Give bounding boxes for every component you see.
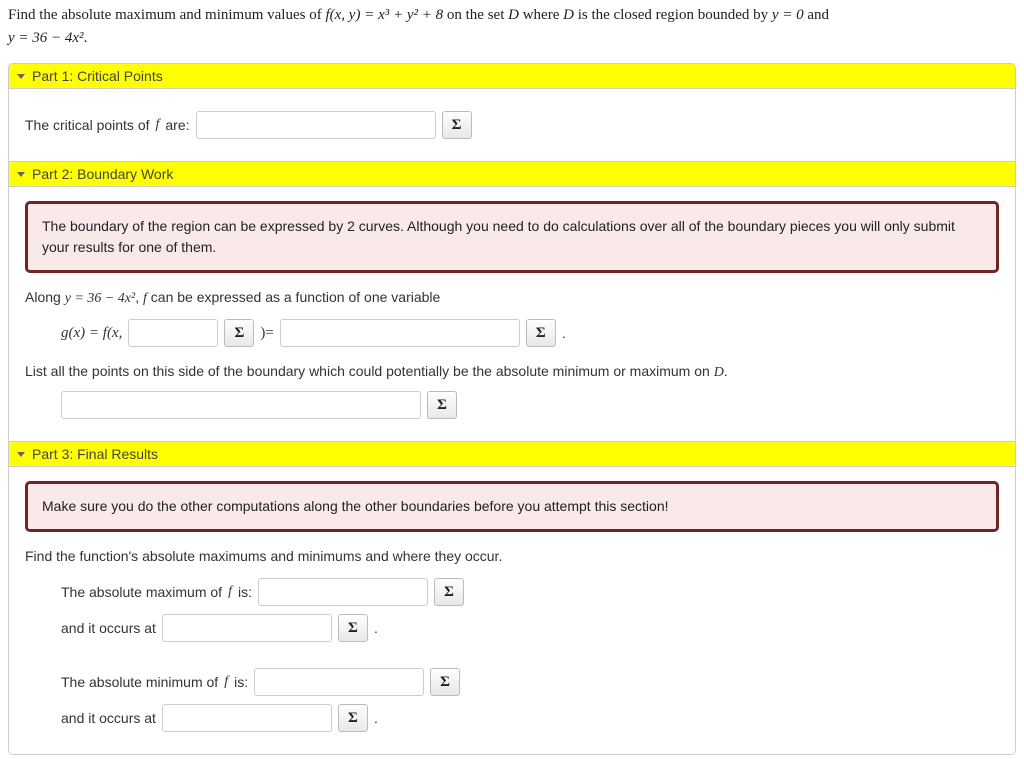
part1-header[interactable]: Part 1: Critical Points [9, 64, 1015, 89]
list-instruction: List all the points on this side of the … [25, 363, 999, 381]
equation-editor-button[interactable]: Σ [434, 578, 464, 606]
dot: . [374, 620, 378, 636]
problem-statement: Find the absolute maximum and minimum va… [8, 4, 1016, 49]
math-f: f [143, 291, 147, 306]
equation-editor-button[interactable]: Σ [442, 111, 472, 139]
equation-editor-button[interactable]: Σ [338, 704, 368, 732]
caret-down-icon [17, 74, 25, 79]
boundary-note: The boundary of the region can be expres… [25, 201, 999, 273]
label: are: [165, 117, 189, 133]
math-f: f [228, 584, 232, 600]
part2-header[interactable]: Part 2: Boundary Work [9, 161, 1015, 187]
text: where [523, 7, 563, 23]
text: . [724, 363, 728, 379]
text: can be expressed as a function of one va… [151, 289, 441, 305]
equation-editor-button[interactable]: Σ [526, 319, 556, 347]
equation-editor-button[interactable]: Σ [430, 668, 460, 696]
math-curve: y = 36 − 4x² [65, 291, 136, 306]
part3-header[interactable]: Part 3: Final Results [9, 441, 1015, 467]
abs-min-location-input[interactable] [162, 704, 332, 732]
critical-points-input[interactable] [196, 111, 436, 139]
text: is the closed region bounded by [578, 7, 772, 23]
math-gx: g(x) = f(x, [61, 325, 122, 341]
part2-body: The boundary of the region can be expres… [9, 187, 1015, 441]
label: The absolute maximum of [61, 584, 222, 600]
final-note: Make sure you do the other computations … [25, 481, 999, 532]
math-bound2: y = 36 − 4x² [8, 30, 84, 46]
close-paren-eq: )= [260, 325, 273, 342]
part3-body: Make sure you do the other computations … [9, 467, 1015, 754]
label: and it occurs at [61, 620, 156, 636]
math-D: D [508, 7, 519, 23]
text: , [135, 289, 143, 305]
caret-down-icon [17, 452, 25, 457]
abs-max-location-input[interactable] [162, 614, 332, 642]
g-expression-input[interactable] [280, 319, 520, 347]
math-D: D [714, 365, 724, 380]
math-D: D [563, 7, 574, 23]
part1-title: Part 1: Critical Points [32, 68, 163, 84]
text: Along [25, 289, 65, 305]
caret-down-icon [17, 172, 25, 177]
label: and it occurs at [61, 710, 156, 726]
find-text: Find the function's absolute maximums an… [25, 548, 999, 564]
equation-editor-button[interactable]: Σ [427, 391, 457, 419]
text: on the set [447, 7, 508, 23]
label: The critical points of [25, 117, 150, 133]
text: Find the absolute maximum and minimum va… [8, 7, 325, 23]
g-second-arg-input[interactable] [128, 319, 218, 347]
abs-max-value-input[interactable] [258, 578, 428, 606]
text: List all the points on this side of the … [25, 363, 714, 379]
equation-editor-button[interactable]: Σ [224, 319, 254, 347]
text: and [807, 7, 829, 23]
abs-min-value-input[interactable] [254, 668, 424, 696]
part2-title: Part 2: Boundary Work [32, 166, 173, 182]
equation-editor-button[interactable]: Σ [338, 614, 368, 642]
part1-body: The critical points of f are: Σ [9, 89, 1015, 161]
boundary-points-input[interactable] [61, 391, 421, 419]
math-f: f [156, 117, 160, 133]
math-f: f [224, 674, 228, 690]
label: The absolute minimum of [61, 674, 218, 690]
along-line: Along y = 36 − 4x², f can be expressed a… [25, 289, 999, 307]
label: is: [234, 674, 248, 690]
dot: . [374, 710, 378, 726]
math-func: f(x, y) = x³ + y² + 8 [325, 7, 443, 23]
label: is: [238, 584, 252, 600]
text: . [84, 30, 88, 46]
part3-title: Part 3: Final Results [32, 446, 158, 462]
parts-container: Part 1: Critical Points The critical poi… [8, 63, 1016, 755]
math-bound1: y = 0 [772, 7, 804, 23]
dot: . [562, 325, 566, 341]
